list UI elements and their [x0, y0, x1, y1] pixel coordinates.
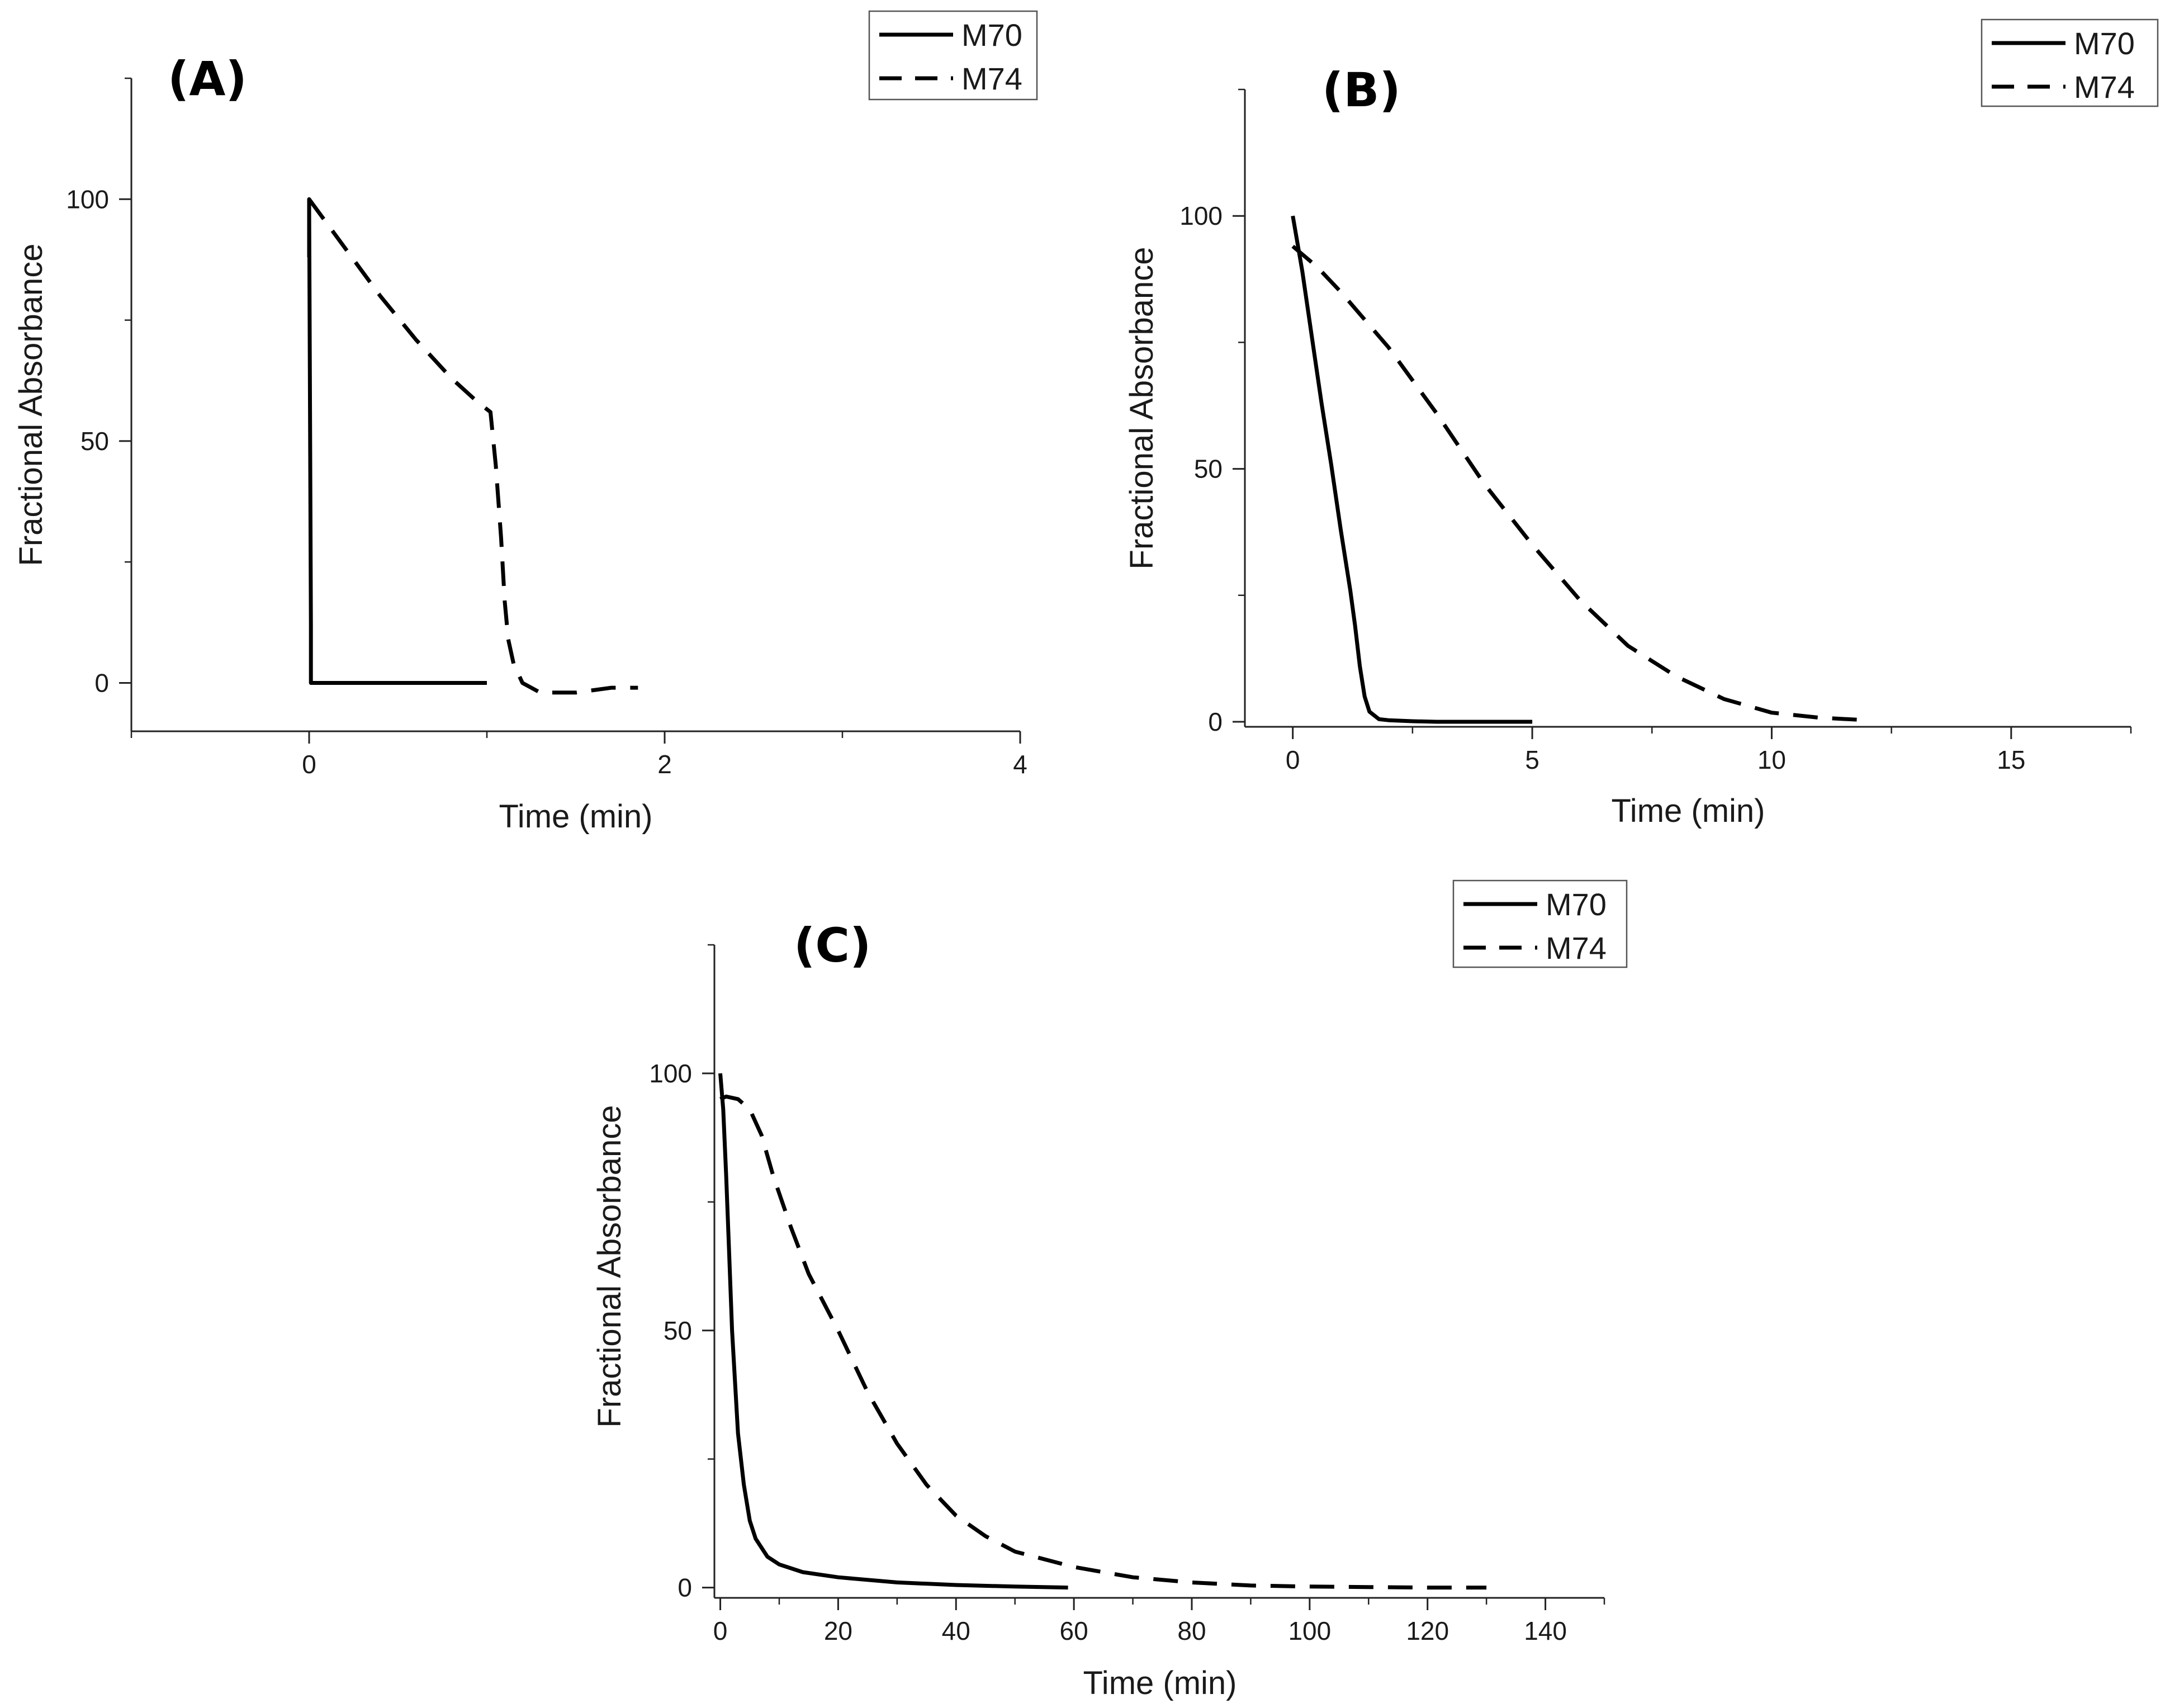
x-tick-label: 100 — [1288, 1616, 1331, 1645]
y-tick-label: 50 — [664, 1316, 692, 1345]
x-tick-label: 40 — [942, 1616, 970, 1645]
panel-label: (A) — [168, 51, 247, 106]
panel-b-chart: 0 5 10 15 0 50 100 Time (min) Fractional Absorba… — [1124, 18, 2159, 829]
x-tick-label: 5 — [1525, 745, 1539, 774]
series-line-m74 — [1291, 244, 1868, 722]
series-line-m70 — [307, 197, 487, 685]
x-tick-label: 4 — [1013, 750, 1027, 779]
x-tick-label: 60 — [1060, 1616, 1088, 1645]
panel-c-chart: 0 20 40 60 80 100 120 140 0 50 100 Time (min) Fracti… — [591, 879, 1628, 1701]
x-axis-title: Time (min) — [499, 798, 653, 835]
x-tick-label: 0 — [1286, 745, 1300, 774]
panel-label: (C) — [794, 918, 871, 973]
series-line-m74 — [719, 1094, 1487, 1590]
y-tick-label: 50 — [1194, 455, 1223, 484]
x-tick-label: 0 — [713, 1616, 728, 1645]
y-tick-label: 50 — [80, 427, 109, 456]
series-line-m70 — [718, 1073, 1068, 1590]
legend-box — [868, 10, 1038, 101]
x-tick-label: 15 — [1997, 745, 2025, 774]
series-line-m74 — [307, 198, 638, 695]
y-axis-title: Fractional Absorbance — [591, 1105, 628, 1427]
x-tick-label: 80 — [1177, 1616, 1206, 1645]
legend-entry: M70 — [961, 17, 1022, 53]
series-line-m70 — [1291, 215, 1533, 724]
legend-entry: M74 — [1546, 930, 1607, 966]
x-axis-title: Time (min) — [1083, 1665, 1237, 1701]
panel-a-chart: 0 2 4 0 50 100 Time (min) Fractional Absorbance… — [13, 10, 1038, 835]
y-tick-label: 0 — [1208, 707, 1223, 736]
y-tick-label: 0 — [94, 668, 109, 697]
panel-label: (B) — [1322, 63, 1401, 117]
y-tick-label: 100 — [66, 184, 109, 214]
legend-entry: M70 — [1546, 887, 1607, 922]
y-tick-label: 100 — [649, 1059, 692, 1088]
x-tick-label: 20 — [824, 1616, 852, 1645]
legend-entry: M70 — [2074, 26, 2135, 61]
legend-box — [1452, 879, 1628, 968]
y-axis-title: Fractional Absorbance — [1124, 247, 1160, 569]
y-tick-label: 0 — [678, 1573, 692, 1602]
legend-entry: M74 — [2074, 69, 2135, 105]
x-tick-label: 2 — [657, 750, 672, 779]
x-axis-title: Time (min) — [1612, 793, 1765, 829]
legend-box — [1981, 18, 2159, 107]
x-tick-label: 10 — [1757, 745, 1786, 774]
y-axis-title: Fractional Absorbance — [13, 243, 49, 566]
legend-entry: M74 — [961, 61, 1022, 96]
y-tick-label: 100 — [1179, 201, 1223, 230]
x-tick-label: 140 — [1524, 1616, 1567, 1645]
x-tick-label: 120 — [1406, 1616, 1449, 1645]
x-tick-label: 0 — [302, 750, 316, 779]
